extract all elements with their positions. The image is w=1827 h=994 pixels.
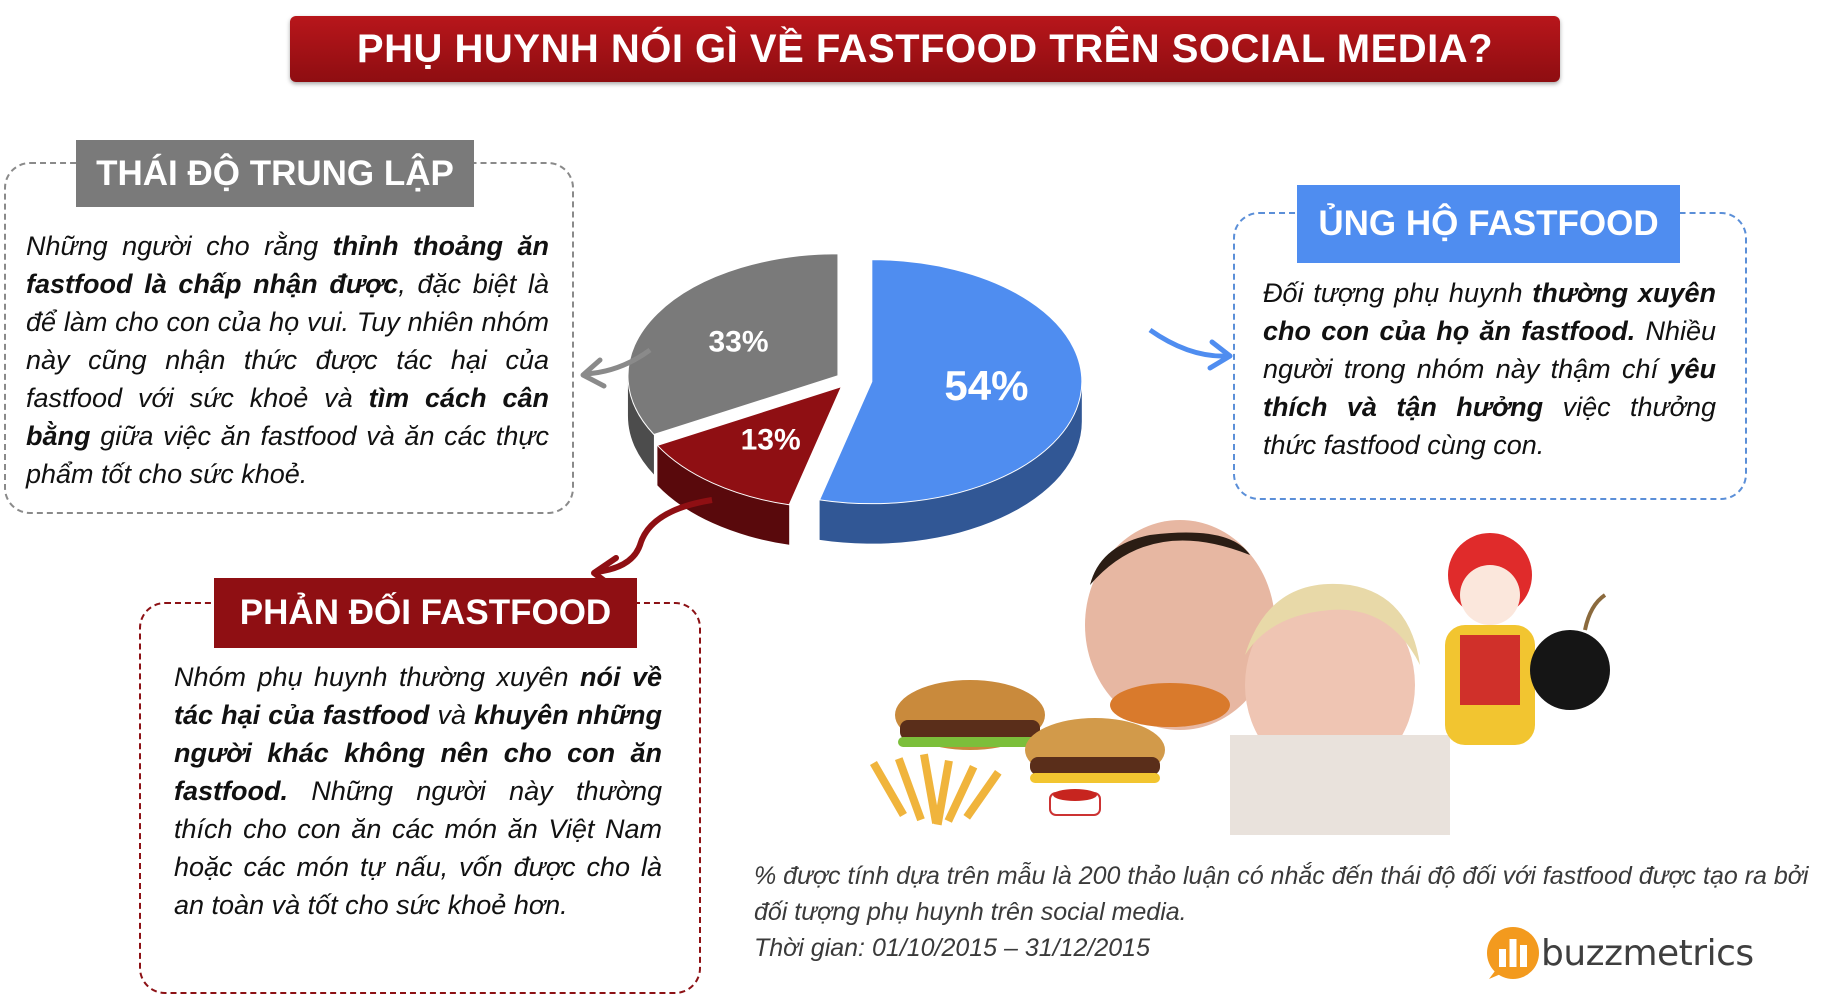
footnote-line-2: Thời gian: 01/10/2015 – 31/12/2015 [754, 934, 1150, 962]
pie-label-1: 54% [944, 362, 1028, 409]
oppose-text-2: và [429, 700, 475, 730]
fastfood-family-photo [870, 520, 1610, 835]
buzzmetrics-logo: buzzmetrics [1485, 925, 1754, 981]
pie-slice-side-1 [819, 381, 1082, 544]
neutral-heading: THÁI ĐỘ TRUNG LẬP [76, 140, 474, 207]
footnote-line-1: % được tính dựa trên mẫu là 200 thảo luậ… [754, 862, 1809, 926]
oppose-heading: PHẢN ĐỐI FASTFOOD [214, 578, 637, 648]
neutral-text-2: , đặc biệt là để làm cho con của họ vui.… [26, 269, 549, 413]
support-text-2: Nhiều người trong nhóm này thậm chí [1263, 316, 1717, 384]
pie-slice-1 [818, 259, 1083, 505]
neutral-text-1: Những người cho rằng [26, 231, 333, 261]
pie-label-3: 33% [709, 326, 769, 359]
bar-chart-bubble-icon [1487, 927, 1539, 979]
arrow-to-neutral [580, 347, 652, 389]
neutral-text-3: giữa việc ăn fastfood và ăn các thực phẩ… [26, 421, 549, 489]
pie-slice-3 [627, 253, 839, 436]
support-bold-2: yêu thích và tận hưởng [1263, 354, 1716, 422]
oppose-description: Nhóm phụ huynh thường xuyên nói về tác h… [174, 658, 662, 924]
oppose-text-1: Nhóm phụ huynh thường xuyên [174, 662, 580, 692]
oppose-text-3: Những người này thường thích cho con ăn … [174, 776, 662, 920]
pie-slice-2 [656, 385, 843, 506]
support-text-1: Đối tượng phụ huynh [1263, 278, 1533, 308]
page-title: PHỤ HUYNH NÓI GÌ VỀ FASTFOOD TRÊN SOCIAL… [290, 16, 1560, 82]
neutral-bold-2: tìm cách cân bằng [26, 383, 549, 451]
logo-text: buzzmetrics [1541, 932, 1754, 974]
footnote: % được tính dựa trên mẫu là 200 thảo luậ… [754, 858, 1824, 966]
neutral-description: Những người cho rằng thỉnh thoảng ăn fas… [26, 227, 549, 493]
arrow-to-support [1148, 327, 1233, 371]
support-text-3: việc thưởng thức fastfood cùng con. [1263, 392, 1716, 460]
support-heading: ỦNG HỘ FASTFOOD [1297, 185, 1680, 263]
neutral-bold-1: thỉnh thoảng ăn fastfood là chấp nhận đư… [26, 231, 549, 299]
support-bold-1: thường xuyên cho con của họ ăn fastfood. [1263, 278, 1716, 346]
support-description: Đối tượng phụ huynh thường xuyên cho con… [1263, 274, 1716, 464]
pie-slice-side-3 [627, 375, 654, 475]
pie-slice-side-2 [657, 445, 790, 545]
oppose-bold-1: nói về tác hại của fastfood [174, 662, 662, 730]
pie-label-2: 13% [741, 424, 801, 457]
oppose-bold-2: khuyên những người khác không nên cho co… [174, 700, 662, 806]
